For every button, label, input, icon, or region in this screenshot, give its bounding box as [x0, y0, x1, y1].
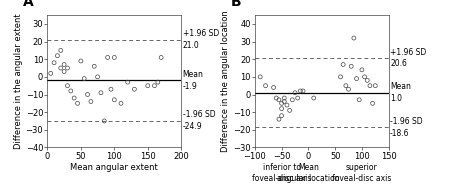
Text: -18.6: -18.6 [390, 129, 410, 138]
Point [361, 75, 368, 78]
Point [110, 56, 118, 59]
Point [275, 118, 283, 121]
Point [57, 67, 64, 70]
Text: Mean
angular location: Mean angular location [277, 163, 340, 183]
Text: 20.6: 20.6 [390, 60, 407, 68]
Text: 1.0: 1.0 [390, 94, 402, 103]
Point [47, 72, 55, 75]
Point [104, 56, 111, 59]
Text: -1.96 SD: -1.96 SD [390, 117, 423, 126]
Point [297, 89, 304, 92]
Point [366, 84, 374, 87]
Text: Mean: Mean [182, 70, 203, 79]
Point [54, 54, 61, 57]
Point [278, 114, 285, 117]
Point [94, 75, 101, 78]
Text: A: A [23, 0, 34, 9]
Point [350, 36, 358, 40]
Point [64, 67, 71, 70]
Point [342, 84, 350, 87]
Point [262, 84, 269, 87]
Point [117, 102, 125, 105]
Point [369, 102, 376, 105]
Point [154, 81, 162, 84]
Point [347, 65, 355, 68]
Point [281, 100, 288, 103]
Text: 21.0: 21.0 [182, 41, 200, 50]
Text: +1.96 SD: +1.96 SD [182, 29, 219, 39]
Text: -1.96 SD: -1.96 SD [182, 110, 215, 119]
Point [289, 98, 296, 101]
Point [67, 89, 74, 92]
Text: B: B [231, 0, 241, 9]
Point [339, 63, 347, 66]
Point [353, 77, 360, 80]
Point [144, 84, 152, 87]
Point [283, 104, 291, 107]
Point [337, 75, 344, 78]
Point [364, 79, 371, 82]
Point [124, 81, 131, 84]
Point [84, 93, 91, 96]
Point [291, 91, 299, 94]
X-axis label: Mean angular extent: Mean angular extent [71, 163, 158, 172]
Text: +1.96 SD: +1.96 SD [390, 48, 426, 57]
Point [131, 88, 138, 91]
Point [100, 119, 108, 122]
Point [345, 88, 352, 91]
Point [294, 97, 301, 100]
Point [270, 86, 277, 89]
Point [64, 84, 71, 87]
Point [50, 61, 58, 64]
Point [81, 77, 88, 80]
Point [256, 75, 264, 78]
Point [77, 60, 85, 63]
Y-axis label: Difference in the angular extent: Difference in the angular extent [14, 13, 23, 149]
Point [110, 98, 118, 101]
Text: -24.9: -24.9 [182, 122, 202, 131]
Point [278, 107, 285, 110]
Point [87, 100, 95, 103]
Point [107, 88, 115, 91]
Point [60, 70, 68, 73]
Point [97, 91, 105, 94]
Point [358, 68, 366, 71]
Point [151, 84, 158, 87]
Point [299, 89, 307, 92]
Point [273, 97, 280, 100]
Point [278, 102, 285, 105]
Point [74, 102, 82, 105]
Text: -1.9: -1.9 [182, 81, 197, 91]
Point [57, 49, 64, 52]
Point [70, 97, 78, 100]
Point [60, 63, 68, 66]
Text: superior
foveal-disc axis: superior foveal-disc axis [332, 163, 392, 183]
Y-axis label: Difference in the angular location: Difference in the angular location [221, 10, 230, 152]
Point [275, 98, 283, 101]
Point [157, 56, 165, 59]
Point [372, 84, 379, 87]
Point [310, 97, 318, 100]
Point [281, 97, 288, 100]
Point [356, 98, 363, 101]
Text: inferior to
foveal-disc axis: inferior to foveal-disc axis [252, 163, 311, 183]
Point [286, 109, 293, 112]
Point [91, 65, 98, 68]
Text: Mean: Mean [390, 82, 411, 91]
